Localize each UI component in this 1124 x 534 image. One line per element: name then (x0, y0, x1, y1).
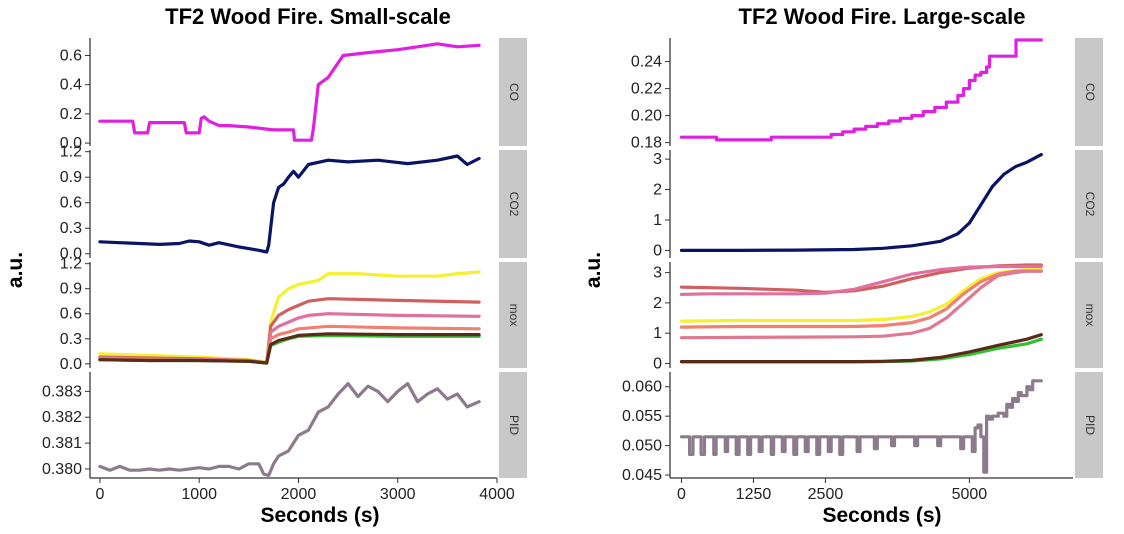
y-tick-label: 2 (653, 295, 662, 312)
facet-strip (499, 372, 527, 478)
y-tick-label: 0.9 (60, 281, 82, 298)
chart-title: TF2 Wood Fire. Small-scale (165, 4, 451, 29)
facet-strip-label: PID (1083, 415, 1097, 435)
y-tick-label: 0.382 (42, 409, 82, 426)
facet-strip (1075, 262, 1103, 368)
y-tick-label: 0.380 (42, 461, 82, 478)
y-tick-label: 3 (653, 151, 662, 168)
y-tick-label: 0.2 (60, 106, 82, 123)
series-line-mox-6 (679, 337, 1043, 364)
x-tick-label: 2000 (281, 486, 317, 503)
y-tick-label: 0.18 (631, 135, 662, 152)
y-tick-label: 0.050 (622, 438, 662, 455)
y-tick-label: 0.6 (60, 195, 82, 212)
facet-strip (1075, 38, 1103, 146)
y-tick-label: 0.6 (60, 48, 82, 65)
series-line-pid-1 (98, 382, 481, 477)
y-tick-label: 0.6 (60, 306, 82, 323)
series-line-co2-1 (679, 153, 1043, 252)
y-axis-label: a.u. (4, 252, 27, 288)
y-axis-label: a.u. (582, 252, 605, 288)
x-tick-label: 4000 (479, 486, 515, 503)
y-tick-label: 0.22 (631, 81, 662, 98)
series-line-pid-1 (679, 379, 1043, 474)
y-tick-label: 0.060 (622, 379, 662, 396)
y-tick-label: 0 (653, 355, 662, 372)
y-tick-label: 0.3 (60, 331, 82, 348)
y-tick-label: 1 (653, 325, 662, 342)
y-tick-label: 0.381 (42, 435, 82, 452)
y-tick-label: 3 (653, 265, 662, 282)
facet-strip (499, 262, 527, 368)
y-tick-label: 2 (653, 182, 662, 199)
series-line-mox-6 (98, 332, 481, 365)
chart-title: TF2 Wood Fire. Large-scale (739, 4, 1026, 29)
facet-strip (499, 150, 527, 258)
x-axis-label: Seconds (s) (260, 504, 379, 527)
series-line-co2-1 (98, 154, 481, 254)
facet-strip (499, 38, 527, 146)
y-tick-label: 0.383 (42, 383, 82, 400)
x-tick-label: 0 (677, 486, 686, 503)
y-tick-label: 0.0 (60, 135, 82, 152)
facet-strip-label: CO (507, 83, 521, 101)
series-line-mox-2 (679, 264, 1043, 296)
y-tick-label: 1.2 (60, 256, 82, 273)
y-tick-label: 1 (653, 212, 662, 229)
series-line-co-1 (98, 42, 481, 142)
y-tick-label: 0.045 (622, 467, 662, 484)
facet-strip-label: mox (1083, 304, 1097, 327)
y-tick-label: 0.4 (60, 77, 82, 94)
y-tick-label: 1.2 (60, 144, 82, 161)
x-tick-label: 0 (95, 486, 104, 503)
y-tick-label: 0.3 (60, 220, 82, 237)
y-tick-label: 0.0 (60, 356, 82, 373)
facet-strip-label: CO2 (507, 192, 521, 217)
x-axis-label: Seconds (s) (822, 504, 941, 527)
series-line-mox-7 (679, 333, 1043, 364)
x-tick-label: 3000 (380, 486, 416, 503)
y-tick-label: 0 (653, 242, 662, 259)
facet-strip (1075, 150, 1103, 258)
y-tick-label: 0.0 (60, 246, 82, 263)
y-tick-label: 0.055 (622, 408, 662, 425)
facet-strip (1075, 372, 1103, 478)
facet-strip-label: mox (507, 304, 521, 327)
x-tick-label: 1250 (736, 486, 772, 503)
y-tick-label: 0.20 (631, 108, 662, 125)
facet-strip-label: PID (507, 415, 521, 435)
x-tick-label: 2500 (808, 486, 844, 503)
x-tick-label: 5000 (952, 486, 988, 503)
y-tick-label: 0.9 (60, 169, 82, 186)
series-line-co-1 (679, 38, 1043, 142)
y-tick-label: 0.24 (631, 54, 662, 71)
facet-strip-label: CO2 (1083, 192, 1097, 217)
series-line-mox-5 (679, 269, 1043, 340)
x-tick-label: 1000 (181, 486, 217, 503)
facet-strip-label: CO (1083, 83, 1097, 101)
